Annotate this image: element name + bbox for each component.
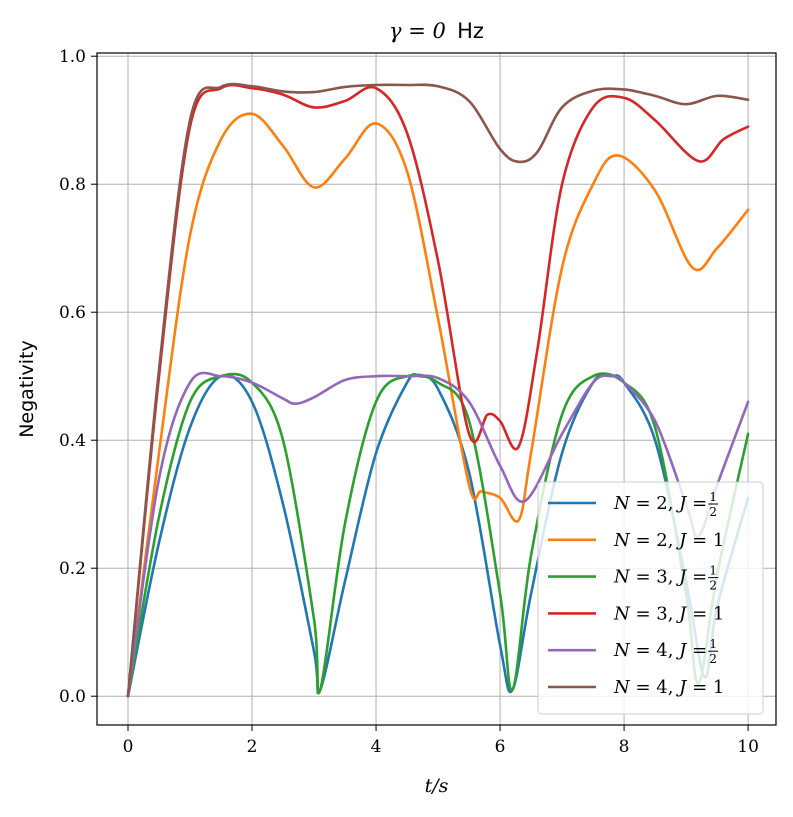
legend-fraction-denominator: 2 [709,579,717,593]
legend-label-4: N = 3, J = 1 [613,603,724,624]
y-tick-label: 0.8 [59,175,86,195]
legend-label-5: N = 4, J = [613,640,707,661]
series-line-5 [126,371,750,698]
plot-frame [96,52,777,726]
legend-fraction-numerator: 1 [709,490,717,504]
x-tick-label: 10 [737,737,759,757]
y-tick-label: 1.0 [59,47,86,67]
legend-label-2: N = 2, J = 1 [613,530,724,551]
x-tick-label: 0 [123,737,134,757]
legend-fraction-numerator: 1 [709,564,717,578]
legend-fraction-numerator: 1 [709,637,717,651]
series-line-6 [126,82,750,698]
legend: N = 2, J = 12N = 2, J = 1N = 3, J = 12N … [537,481,764,715]
title-math: γ = 0 [389,19,446,43]
series-lines [126,82,750,698]
legend-label-1: N = 2, J = [613,493,707,514]
legend-fraction-denominator: 2 [709,505,717,519]
axis-ticks: 0 2 4 6 8 10 0.0 0.2 0.4 0.6 0.8 1.0 [59,47,759,757]
y-tick-label: 0.0 [59,687,86,707]
x-tick-label: 6 [495,737,506,757]
legend-label-6: N = 4, J = 1 [613,677,724,698]
chart-title: γ = 0 Hz [389,19,484,43]
title-unit: Hz [457,19,484,43]
legend-label-3: N = 3, J = [613,567,707,588]
x-axis-label: t/s [425,775,449,797]
x-tick-label: 2 [247,737,258,757]
x-tick-label: 8 [619,737,630,757]
y-axis-label: Negativity [16,340,38,438]
series-line-2 [126,112,750,698]
legend-fraction-denominator: 2 [709,652,717,666]
x-tick-label: 4 [371,737,382,757]
y-tick-label: 0.4 [59,431,86,451]
y-tick-label: 0.6 [59,303,86,323]
series-line-4 [126,83,750,698]
y-tick-label: 0.2 [59,559,86,579]
